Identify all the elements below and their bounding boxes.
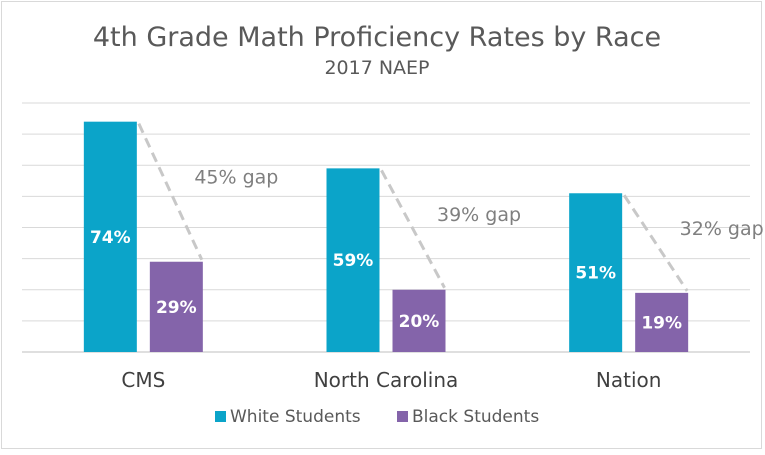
legend-label: White Students bbox=[230, 407, 361, 427]
bar-white-1 bbox=[326, 168, 380, 352]
gap-annotations: 45% gap 39% gap 32% gap bbox=[137, 123, 764, 292]
legend-label: Black Students bbox=[412, 407, 539, 427]
legend-swatch bbox=[397, 411, 408, 422]
chart-title: 4th Grade Math Proficiency Rates by Race bbox=[93, 22, 661, 53]
bar-value-label: 74% bbox=[90, 228, 131, 248]
bars bbox=[83, 121, 689, 352]
labels: 74% 29% CMS 59% 20% North Carolina 51% 19% Natio… bbox=[90, 228, 682, 392]
bar-value-label: 29% bbox=[156, 298, 197, 318]
chart-svg: 4th Grade Math Proficiency Rates by Race… bbox=[22, 22, 764, 427]
legend-swatch bbox=[215, 411, 226, 422]
bar-white-0 bbox=[83, 121, 137, 352]
category-label: CMS bbox=[121, 368, 165, 392]
bar-black-0 bbox=[149, 261, 203, 352]
bar-black-1 bbox=[392, 289, 446, 352]
bar-value-label: 20% bbox=[399, 312, 440, 332]
chart-subtitle: 2017 NAEP bbox=[324, 57, 429, 79]
gridlines bbox=[22, 102, 750, 353]
bar-value-label: 59% bbox=[333, 251, 374, 271]
gap-label: 39% gap bbox=[437, 204, 521, 226]
category-label: Nation bbox=[596, 368, 662, 392]
bar-black-2 bbox=[635, 292, 689, 352]
gap-line bbox=[380, 169, 446, 289]
gap-line bbox=[137, 123, 204, 261]
category-label: North Carolina bbox=[314, 368, 459, 392]
gap-label: 32% gap bbox=[680, 218, 763, 240]
bar-value-label: 19% bbox=[641, 313, 682, 333]
gap-label: 45% gap bbox=[194, 167, 278, 189]
bar-value-label: 51% bbox=[575, 264, 616, 284]
gap-line bbox=[622, 194, 689, 292]
legend: White Students Black Students bbox=[215, 407, 539, 427]
bar-white-2 bbox=[569, 193, 623, 352]
